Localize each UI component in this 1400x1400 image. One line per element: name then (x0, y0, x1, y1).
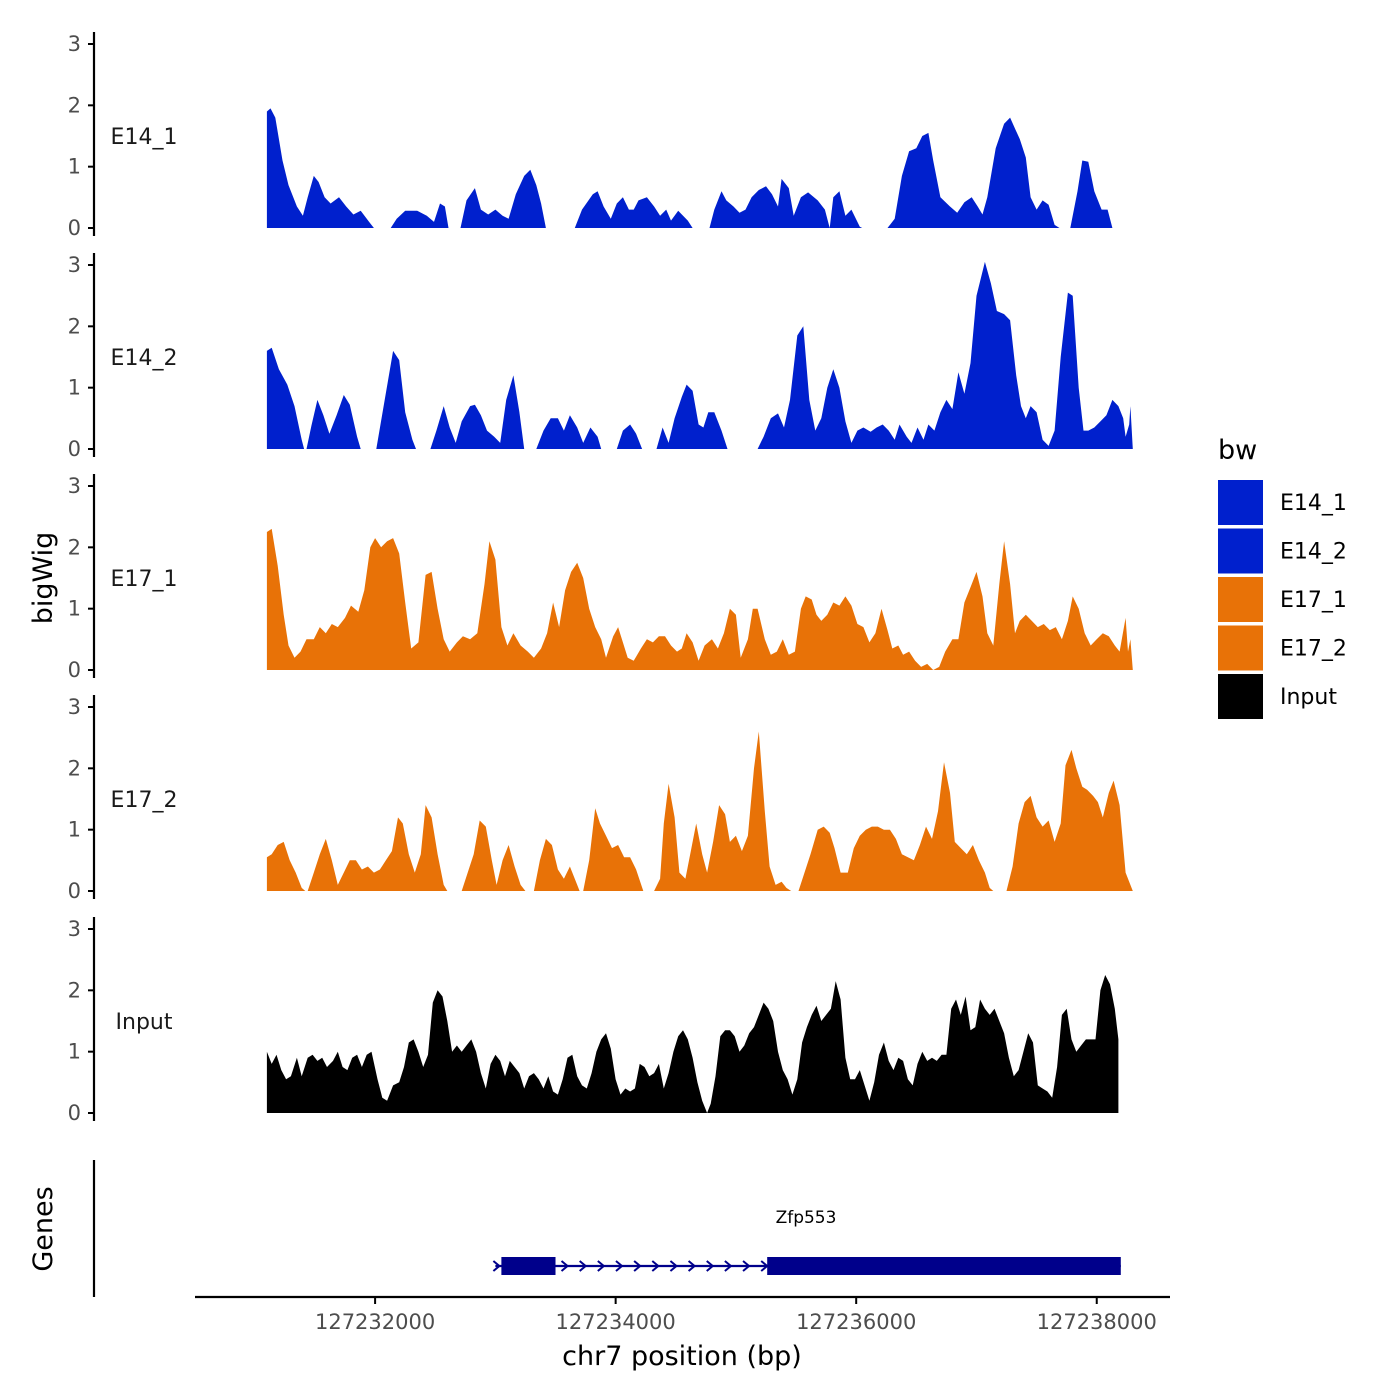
track-label: E17_1 (111, 567, 178, 592)
gene-direction-chevron (760, 1260, 769, 1272)
legend-item-e14_2: E14_2 (1218, 528, 1347, 574)
gene-direction-chevron (492, 1260, 501, 1272)
y-tick-label: 2 (68, 314, 81, 338)
gene-exon (767, 1257, 1121, 1275)
track-input: 0 1 2 3 Input (68, 917, 1119, 1125)
legend-label: E14_1 (1280, 491, 1347, 516)
y-tick-label: 1 (68, 376, 81, 400)
y-tick-label: 1 (68, 597, 81, 621)
y-tick-label: 0 (68, 216, 81, 240)
y-tick-label: 2 (68, 978, 81, 1002)
y-tick-label: 0 (68, 879, 81, 903)
gene-direction-chevron (687, 1260, 697, 1272)
legend-item-e14_1: E14_1 (1218, 480, 1347, 525)
gene-direction-chevron (669, 1260, 678, 1272)
y-tick-label: 0 (68, 437, 81, 461)
legend-label: E14_2 (1280, 540, 1347, 565)
area-input (266, 975, 1119, 1113)
track-label: Input (116, 1010, 173, 1035)
legend-label: E17_2 (1280, 637, 1347, 662)
legend-label: E17_1 (1280, 588, 1347, 613)
y-tick-label: 3 (68, 253, 81, 277)
gene-direction-chevron (706, 1260, 715, 1272)
y-tick-label: 1 (68, 155, 81, 179)
x-tick-label: 127234000 (556, 1310, 676, 1334)
legend-swatch (1218, 577, 1263, 622)
legend-item-input: Input (1218, 674, 1337, 719)
track-label: E17_2 (111, 788, 178, 813)
y-tick-label: 3 (68, 474, 81, 498)
gene-direction-chevron (597, 1260, 606, 1272)
gene-direction-chevron (651, 1260, 660, 1272)
gene-exon (501, 1257, 556, 1275)
gene-direction-chevron (633, 1260, 642, 1272)
tracks-area: 0 1 2 3 E14_1 0 1 2 3 E14_2 0 1 2 3 E17_1 0 1 2 3 E17_2 0 1 2 3… (68, 32, 1133, 1125)
track-e14_1: 0 1 2 3 E14_1 (68, 32, 1113, 240)
track-label: E14_2 (111, 346, 178, 371)
gene-direction-chevron (560, 1260, 570, 1272)
area-e14_2 (266, 261, 1133, 449)
area-e14_1 (266, 108, 1113, 228)
gene-direction-chevron (579, 1260, 588, 1272)
legend-item-e17_1: E17_1 (1218, 577, 1347, 622)
legend-label: Input (1280, 685, 1337, 710)
y-tick-label: 1 (68, 818, 81, 842)
genes-track-title: Genes (28, 1186, 59, 1271)
gene-direction-chevron (615, 1260, 624, 1272)
gene-label: Zfp553 (776, 1208, 837, 1228)
legend-title: bw (1218, 435, 1257, 466)
track-label: E14_1 (111, 125, 178, 150)
x-axis: 127232000 127234000 127236000 127238000 (195, 1295, 1170, 1334)
area-e17_2 (266, 731, 1133, 891)
gene-direction-chevron (724, 1260, 733, 1272)
legend-swatch (1218, 625, 1263, 671)
y-tick-label: 1 (68, 1040, 81, 1064)
y-axis-title: bigWig (28, 532, 59, 625)
legend-item-e17_2: E17_2 (1218, 625, 1347, 671)
x-tick-label: 127238000 (1037, 1310, 1157, 1334)
y-tick-label: 3 (68, 695, 81, 719)
y-tick-label: 0 (68, 658, 81, 682)
y-tick-label: 3 (68, 32, 81, 56)
y-tick-label: 0 (68, 1101, 81, 1125)
gene-direction-chevron (742, 1260, 751, 1272)
y-tick-label: 2 (68, 93, 81, 117)
area-e17_1 (266, 528, 1133, 670)
x-axis-title: chr7 position (bp) (562, 1341, 802, 1372)
legend-swatch (1218, 528, 1263, 574)
y-tick-label: 2 (68, 756, 81, 780)
track-e17_2: 0 1 2 3 E17_2 (68, 695, 1133, 903)
y-tick-label: 3 (68, 917, 81, 941)
track-e14_2: 0 1 2 3 E14_2 (68, 253, 1133, 461)
legend-swatch (1218, 674, 1263, 719)
x-tick-label: 127236000 (796, 1310, 916, 1334)
legend: bw E14_1 E14_2 E17_1 E17_2 Input (1218, 435, 1347, 719)
y-tick-label: 2 (68, 535, 81, 559)
legend-swatch (1218, 480, 1263, 525)
x-tick-label: 127232000 (315, 1310, 435, 1334)
track-e17_1: 0 1 2 3 E17_1 (68, 474, 1133, 682)
gene-track: Zfp553 (92, 1160, 1121, 1297)
